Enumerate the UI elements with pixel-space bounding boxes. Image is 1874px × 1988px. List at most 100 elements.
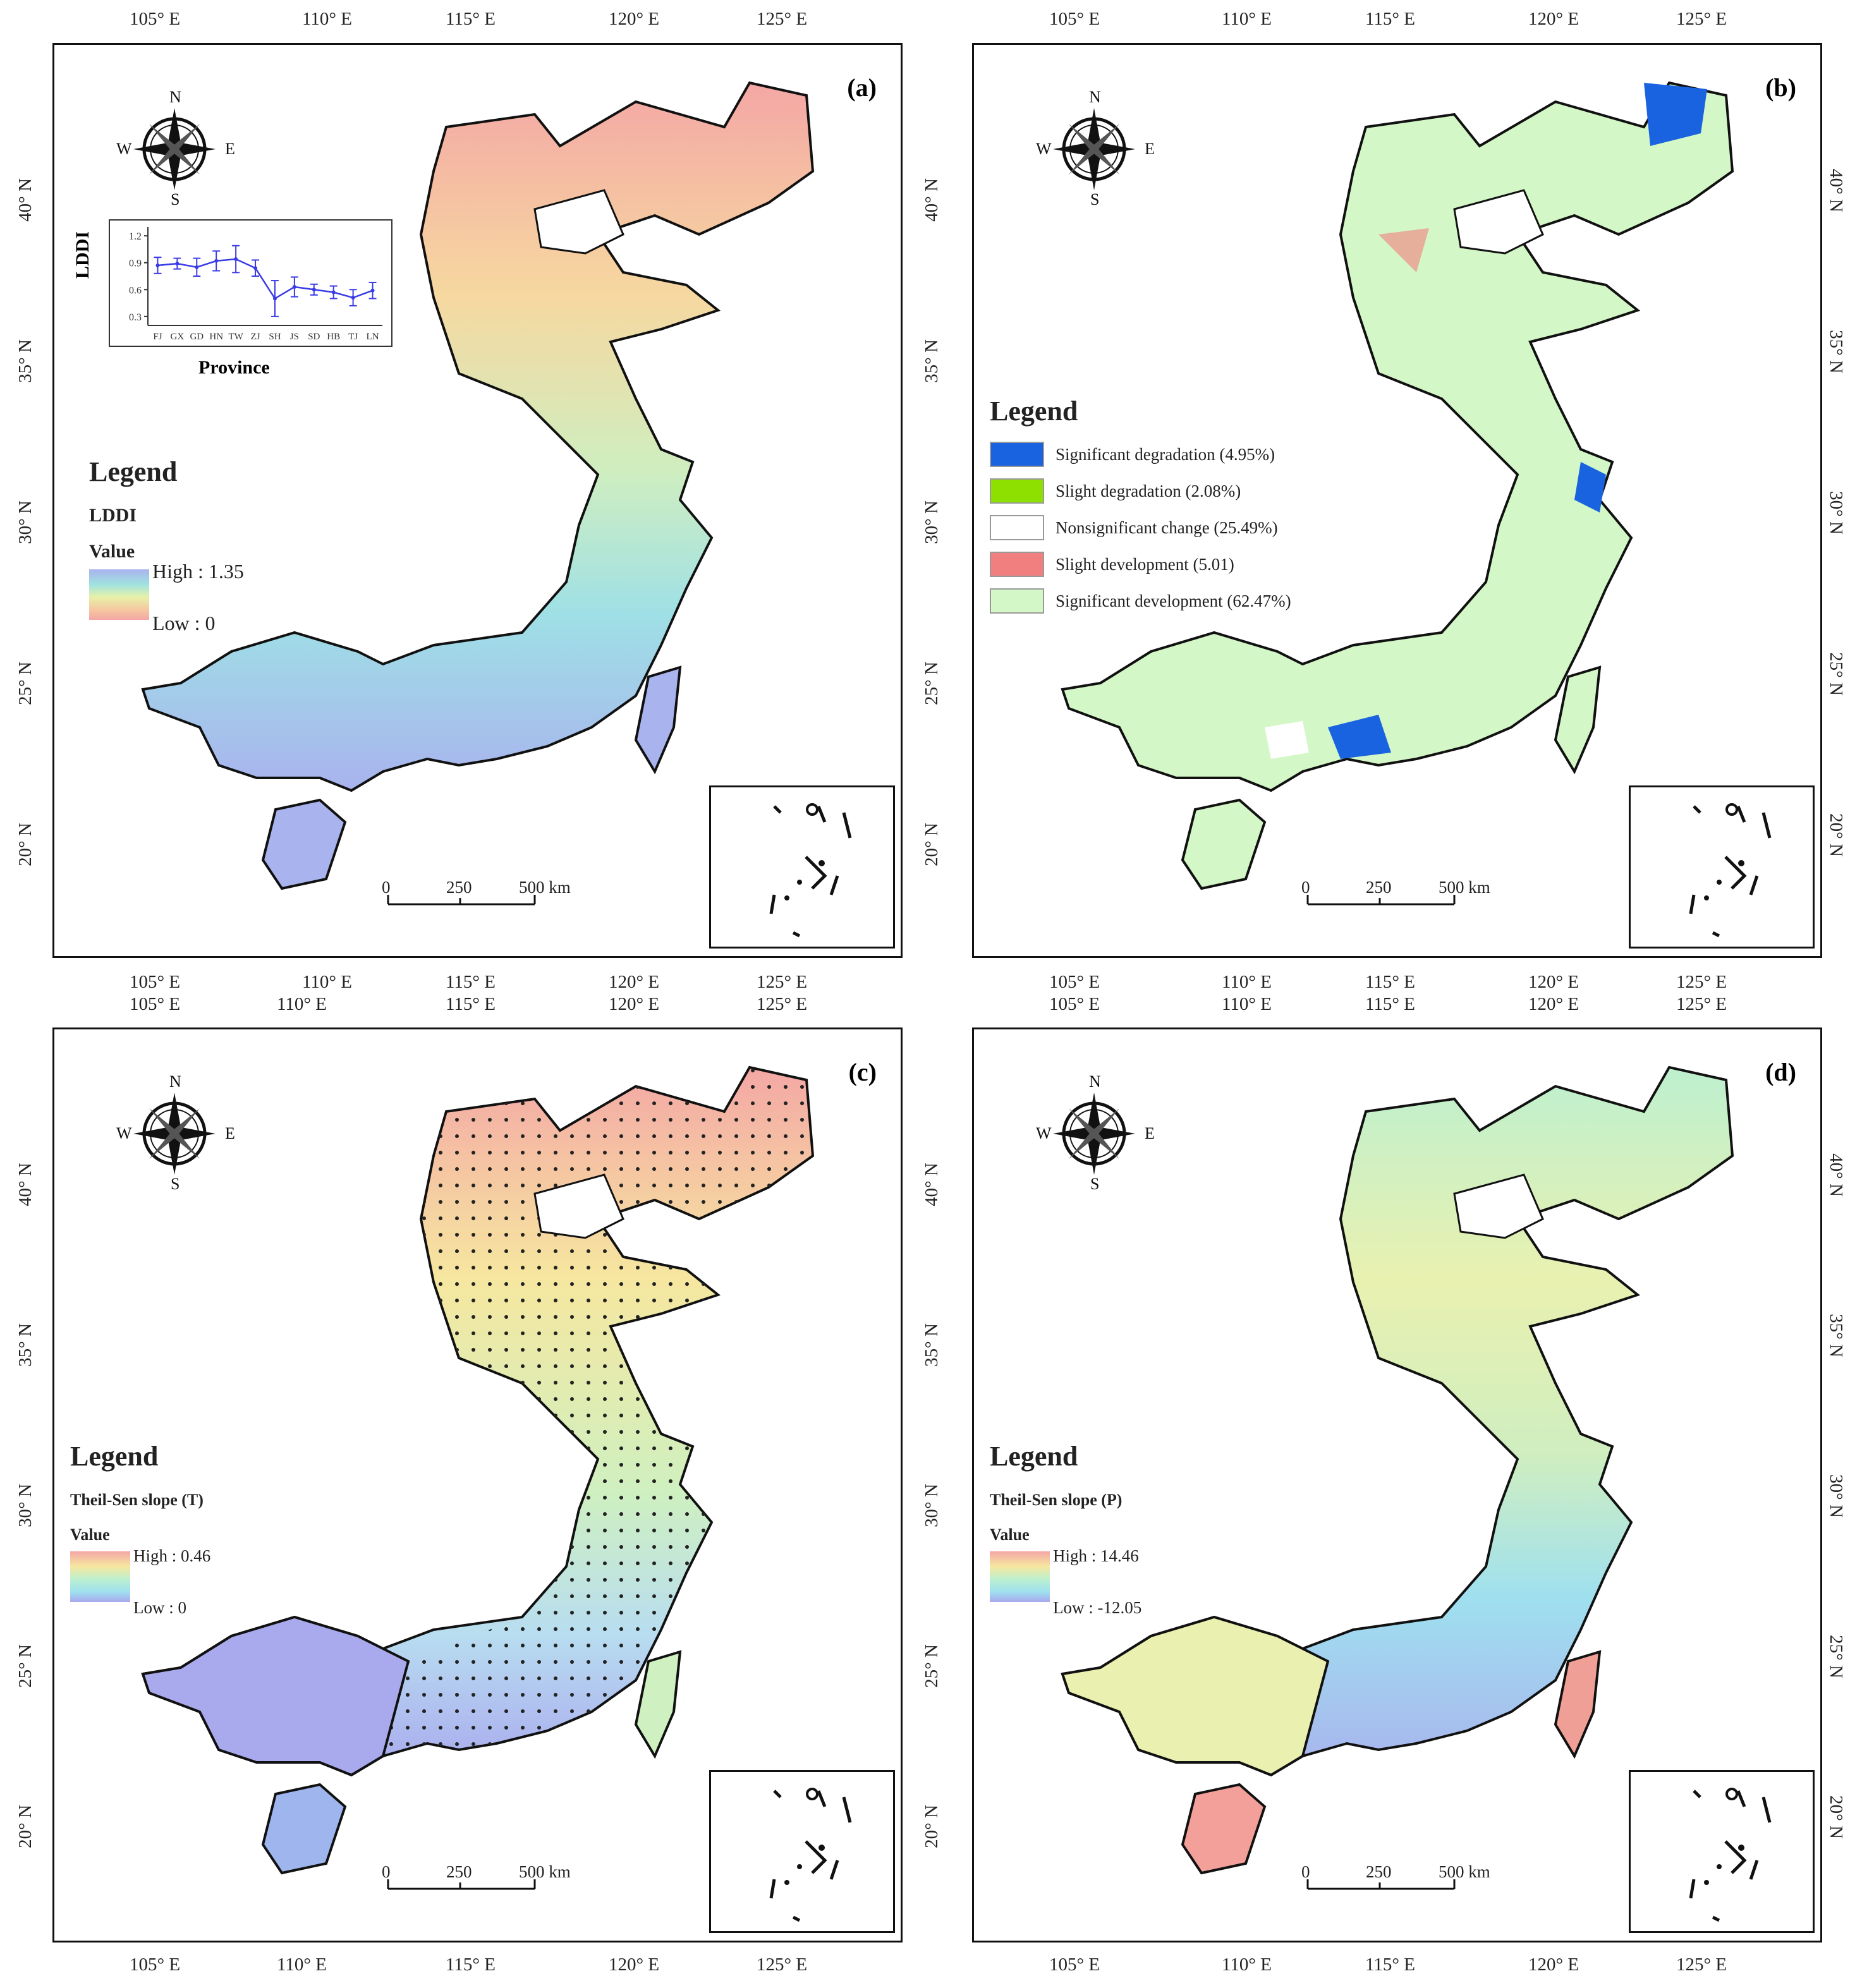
x-tick-label: FJ xyxy=(153,332,162,342)
scale-mid: 250 xyxy=(446,1862,472,1881)
lat-tick: 30° N xyxy=(921,500,942,544)
lon-tick: 125° E xyxy=(757,972,808,992)
hainan-island xyxy=(1181,798,1267,890)
lat-tick: 25° N xyxy=(15,662,35,705)
x-tick-label: ZJ xyxy=(251,332,260,342)
x-tick-label: HB xyxy=(327,332,340,342)
scale-mid: 250 xyxy=(1366,878,1392,897)
scale-mid: 250 xyxy=(1366,1862,1392,1881)
compass-west: W xyxy=(116,140,132,158)
lon-tick: 110° E xyxy=(1222,972,1272,992)
lat-tick: 25° N xyxy=(921,1644,942,1688)
data-point xyxy=(292,285,296,289)
lat-tick: 25° N xyxy=(1825,652,1846,696)
lon-tick: 120° E xyxy=(609,972,660,992)
compass-east: E xyxy=(1145,1124,1155,1142)
compass-b: N S W E xyxy=(1036,88,1155,209)
lat-tick: 20° N xyxy=(921,823,942,866)
south-china-sea-inset xyxy=(709,785,895,949)
legend-entry: Slight development (5.01) xyxy=(990,552,1234,577)
compass-north: N xyxy=(1089,88,1101,106)
compass-west: W xyxy=(1036,1124,1052,1142)
lat-tick: 40° N xyxy=(1825,1153,1846,1197)
y-tick-label: 0.9 xyxy=(129,258,142,269)
lat-tick: 20° N xyxy=(921,1805,942,1848)
lon-tick: 105° E xyxy=(1049,972,1100,992)
data-point xyxy=(331,290,336,294)
lat-tick: 40° N xyxy=(921,178,942,222)
data-point xyxy=(214,258,219,263)
legend-subtitle: Theil-Sen slope (T) xyxy=(70,1491,204,1509)
lddi-chart-svg: 0.3 0.6 0.9 1.2 FJ GX GD HN TW ZJ SH JS SD HB TJ LN xyxy=(129,227,382,342)
lat-tick: 20° N xyxy=(1825,813,1846,857)
lon-tick: 115° E xyxy=(1365,972,1415,992)
x-tick-label: TW xyxy=(228,332,243,342)
lat-tick: 25° N xyxy=(921,662,942,705)
compass-rose-icon xyxy=(133,108,216,190)
legend-color-ramp xyxy=(990,1551,1050,1602)
lat-tick: 30° N xyxy=(1825,1474,1846,1518)
data-point xyxy=(272,296,277,301)
lon-tick: 115° E xyxy=(446,994,496,1014)
lon-tick: 105° E xyxy=(1049,9,1100,29)
lat-tick: 35° N xyxy=(15,1323,35,1367)
compass-south: S xyxy=(1090,1175,1100,1193)
chart-xlabel: Province xyxy=(198,357,270,378)
compass-east: E xyxy=(225,140,235,158)
south-china-sea-inset xyxy=(1629,1770,1815,1933)
data-point xyxy=(175,262,179,266)
lddi-province-chart: 0.3 0.6 0.9 1.2 FJ GX GD HN TW ZJ SH JS SD HB TJ LN xyxy=(109,219,392,347)
data-point xyxy=(253,266,258,270)
scale-zero: 0 xyxy=(382,878,391,897)
south-china-sea-inset xyxy=(1629,785,1815,949)
panel-d: (d) N S W E Legend Theil-Sen slope (P) V… xyxy=(972,1027,1822,1943)
lat-tick: 25° N xyxy=(15,1644,35,1688)
bohai-sea xyxy=(1453,189,1544,255)
data-point xyxy=(370,288,375,293)
legend-entry: Nonsignificant change (25.49%) xyxy=(990,515,1278,540)
scale-end: 500 km xyxy=(1439,878,1490,897)
y-tick-label: 0.6 xyxy=(129,285,142,296)
x-tick-label: TJ xyxy=(348,332,358,342)
china-coast-region xyxy=(141,81,815,792)
lat-tick: 30° N xyxy=(1825,491,1846,535)
legend-low: Low : -12.05 xyxy=(1053,1598,1142,1617)
lat-tick: 35° N xyxy=(1825,1314,1846,1357)
legend-title: Legend xyxy=(990,396,1078,427)
x-tick-label: LN xyxy=(367,332,379,342)
bohai-sea xyxy=(1453,1173,1544,1239)
panel-a: (a) N S W E 0.3 0.6 0.9 1.2 FJ GX GD HN TW ZJ SH JS… xyxy=(52,43,903,958)
lon-tick: 125° E xyxy=(1676,1955,1727,1975)
y-tick-label: 0.3 xyxy=(129,312,142,323)
compass-rose-icon xyxy=(1053,108,1135,190)
compass-rose-icon xyxy=(133,1093,216,1175)
lon-tick: 120° E xyxy=(1528,9,1579,29)
x-tick-label: SH xyxy=(269,332,281,342)
compass-north: N xyxy=(169,88,181,106)
legend-label: Slight development (5.01) xyxy=(1056,554,1234,574)
scale-mid: 250 xyxy=(446,878,472,897)
legend-subtitle: LDDI xyxy=(89,505,137,526)
lat-tick: 40° N xyxy=(1825,169,1846,212)
panel-label: (b) xyxy=(1765,73,1796,102)
x-tick-label: GD xyxy=(190,332,204,342)
y-tick-label: 1.2 xyxy=(129,231,142,242)
scale-zero: 0 xyxy=(1301,878,1310,897)
lon-tick: 120° E xyxy=(1528,972,1579,992)
panel-b: (b) N S W E Legend Significant degradati… xyxy=(972,43,1822,958)
lon-tick: 110° E xyxy=(302,9,352,29)
scale-bar xyxy=(387,879,536,911)
lon-tick: 115° E xyxy=(446,1955,496,1975)
compass-west: W xyxy=(1036,140,1052,158)
compass-south: S xyxy=(171,1175,180,1193)
lat-tick: 20° N xyxy=(15,1805,35,1848)
lon-tick: 105° E xyxy=(1049,1955,1100,1975)
compass-south: S xyxy=(171,190,180,209)
scale-end: 500 km xyxy=(1439,1862,1490,1881)
lon-tick: 125° E xyxy=(1676,9,1727,29)
compass-d: N S W E xyxy=(1036,1072,1155,1193)
lon-tick: 105° E xyxy=(1049,994,1100,1014)
compass-a: N S W E xyxy=(116,88,235,209)
lon-tick: 125° E xyxy=(1676,972,1727,992)
legend-low: Low : 0 xyxy=(152,612,216,634)
